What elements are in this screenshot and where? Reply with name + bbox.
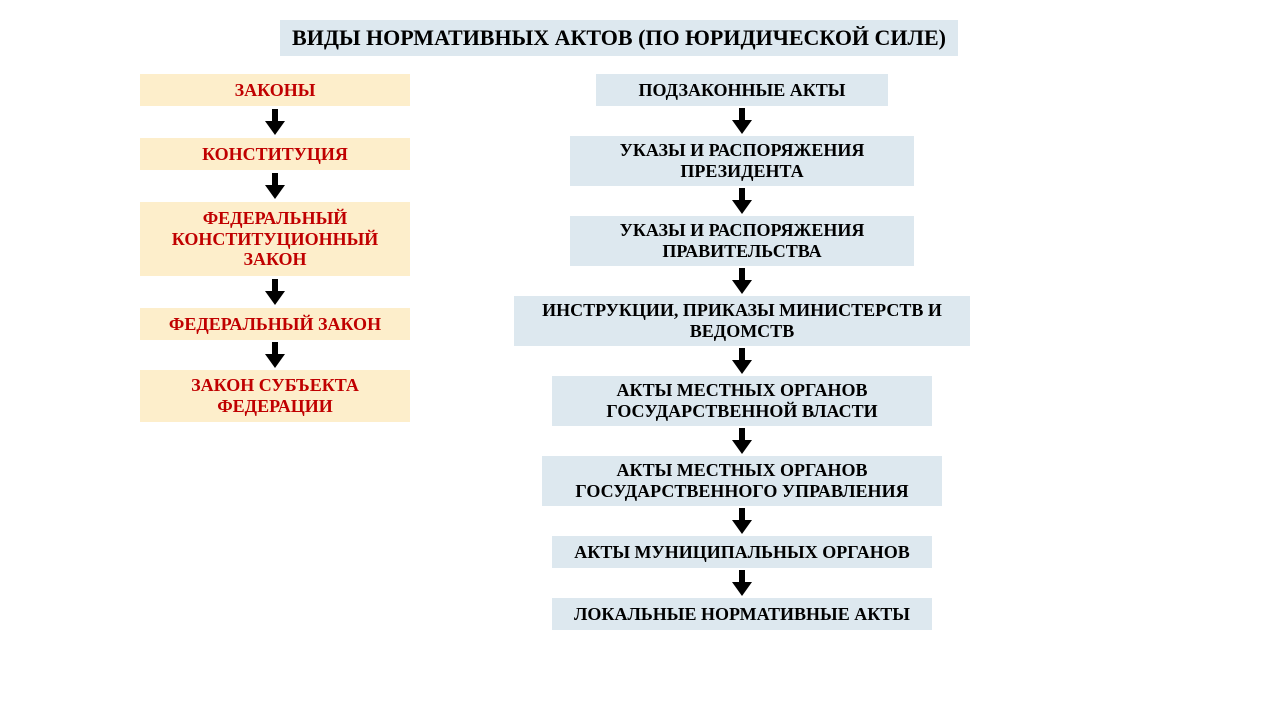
arrow-down-icon: [732, 428, 752, 454]
arrow-down-icon: [265, 109, 285, 135]
right-box-3-label: ИНСТРУКЦИИ, ПРИКАЗЫ МИНИСТЕРСТВ И ВЕДОМС…: [520, 300, 964, 341]
right-box-5: АКТЫ МЕСТНЫХ ОРГАНОВ ГОСУДАРСТВЕННОГО УП…: [542, 456, 942, 506]
left-box-0-label: ЗАКОНЫ: [235, 80, 316, 101]
left-arrow-2: [265, 278, 285, 306]
arrow-down-icon: [732, 108, 752, 134]
left-box-0: ЗАКОНЫ: [140, 74, 410, 106]
right-arrow-6: [732, 569, 752, 597]
left-box-1: КОНСТИТУЦИЯ: [140, 138, 410, 170]
right-box-6: АКТЫ МУНИЦИПАЛЬНЫХ ОРГАНОВ: [552, 536, 932, 568]
right-box-7-label: ЛОКАЛЬНЫЕ НОРМАТИВНЫЕ АКТЫ: [574, 604, 910, 625]
left-arrow-3: [265, 341, 285, 369]
left-box-3-label: ФЕДЕРАЛЬНЫЙ ЗАКОН: [169, 314, 381, 335]
right-arrow-1: [732, 187, 752, 215]
arrow-down-icon: [265, 342, 285, 368]
arrow-down-icon: [265, 279, 285, 305]
right-box-4-label: АКТЫ МЕСТНЫХ ОРГАНОВ ГОСУДАРСТВЕННОЙ ВЛА…: [558, 380, 926, 421]
left-box-1-label: КОНСТИТУЦИЯ: [202, 144, 348, 165]
right-box-0-label: ПОДЗАКОННЫЕ АКТЫ: [639, 80, 846, 101]
left-box-2-label: ФЕДЕРАЛЬНЫЙ КОНСТИТУЦИОННЫЙ ЗАКОН: [146, 208, 404, 270]
right-arrow-2: [732, 267, 752, 295]
left-arrow-1: [265, 172, 285, 200]
arrow-down-icon: [732, 570, 752, 596]
right-arrow-4: [732, 427, 752, 455]
diagram-title: ВИДЫ НОРМАТИВНЫХ АКТОВ (ПО ЮРИДИЧЕСКОЙ С…: [280, 20, 958, 56]
right-arrow-3: [732, 347, 752, 375]
right-box-4: АКТЫ МЕСТНЫХ ОРГАНОВ ГОСУДАРСТВЕННОЙ ВЛА…: [552, 376, 932, 426]
right-box-6-label: АКТЫ МУНИЦИПАЛЬНЫХ ОРГАНОВ: [574, 542, 909, 563]
right-box-1-label: УКАЗЫ И РАСПОРЯЖЕНИЯ ПРЕЗИДЕНТА: [576, 140, 908, 181]
right-arrow-0: [732, 107, 752, 135]
arrow-down-icon: [732, 348, 752, 374]
left-box-3: ФЕДЕРАЛЬНЫЙ ЗАКОН: [140, 308, 410, 340]
arrow-down-icon: [265, 173, 285, 199]
left-arrow-0: [265, 108, 285, 136]
arrow-down-icon: [732, 508, 752, 534]
right-box-3: ИНСТРУКЦИИ, ПРИКАЗЫ МИНИСТЕРСТВ И ВЕДОМС…: [514, 296, 970, 346]
left-box-4-label: ЗАКОН СУБЪЕКТА ФЕДЕРАЦИИ: [146, 375, 404, 416]
left-box-4: ЗАКОН СУБЪЕКТА ФЕДЕРАЦИИ: [140, 370, 410, 422]
right-arrow-5: [732, 507, 752, 535]
right-box-0: ПОДЗАКОННЫЕ АКТЫ: [596, 74, 888, 106]
diagram-title-text: ВИДЫ НОРМАТИВНЫХ АКТОВ (ПО ЮРИДИЧЕСКОЙ С…: [292, 25, 946, 50]
right-box-1: УКАЗЫ И РАСПОРЯЖЕНИЯ ПРЕЗИДЕНТА: [570, 136, 914, 186]
right-box-2-label: УКАЗЫ И РАСПОРЯЖЕНИЯ ПРАВИТЕЛЬСТВА: [576, 220, 908, 261]
arrow-down-icon: [732, 188, 752, 214]
right-box-5-label: АКТЫ МЕСТНЫХ ОРГАНОВ ГОСУДАРСТВЕННОГО УП…: [548, 460, 936, 501]
left-box-2: ФЕДЕРАЛЬНЫЙ КОНСТИТУЦИОННЫЙ ЗАКОН: [140, 202, 410, 276]
right-box-7: ЛОКАЛЬНЫЕ НОРМАТИВНЫЕ АКТЫ: [552, 598, 932, 630]
arrow-down-icon: [732, 268, 752, 294]
right-box-2: УКАЗЫ И РАСПОРЯЖЕНИЯ ПРАВИТЕЛЬСТВА: [570, 216, 914, 266]
